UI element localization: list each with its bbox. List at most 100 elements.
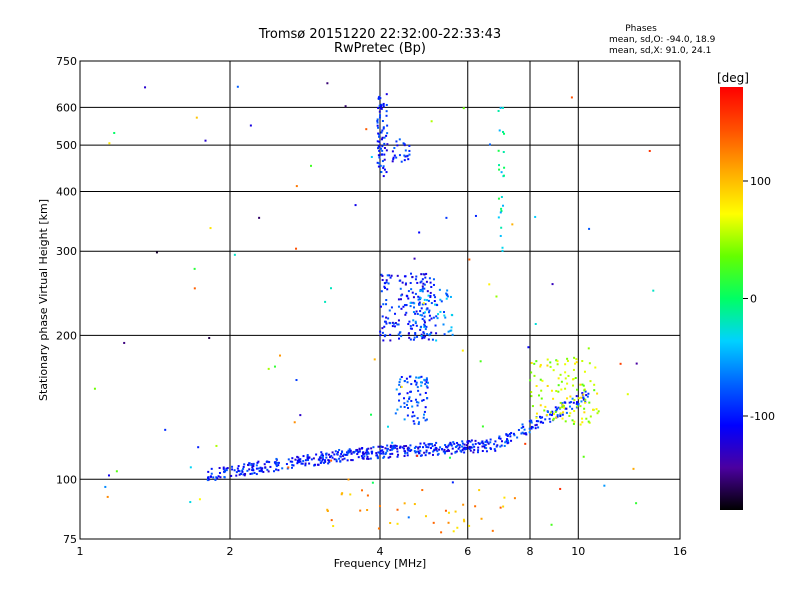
data-point [451,481,454,484]
data-point [413,336,416,339]
data-point [407,158,410,161]
data-point [412,319,415,322]
data-point [295,185,298,188]
data-point [420,333,423,336]
data-point [377,154,380,157]
data-point [489,447,492,450]
data-point [420,325,423,328]
data-point [566,359,569,362]
data-point [585,417,588,420]
data-point [416,335,419,338]
data-point [424,328,427,331]
data-point [482,442,485,445]
data-point [425,418,428,421]
data-point [242,473,245,476]
data-point [555,416,558,419]
data-point [391,150,394,153]
data-point [528,431,531,434]
data-point [439,310,442,313]
data-point [479,360,482,363]
data-point [502,505,505,508]
data-point [231,465,234,468]
data-point [323,461,326,464]
data-point [513,434,516,437]
data-point [446,450,449,453]
data-point [302,460,305,463]
data-point [390,274,393,277]
data-point [468,448,471,451]
data-point [582,384,585,387]
data-point [408,144,411,147]
data-point [538,415,541,418]
data-point [391,160,394,163]
data-point [366,509,369,512]
data-point [557,377,560,380]
data-point [498,437,501,440]
data-point [505,440,508,443]
data-point [435,332,438,335]
colorbar-label: [deg] [717,71,749,85]
data-point [443,333,446,336]
data-point [379,449,382,452]
data-point [566,397,569,400]
data-point [419,393,422,396]
data-point [377,145,380,148]
data-point [493,443,496,446]
data-point [366,448,369,451]
data-point [382,175,385,178]
data-point [330,459,333,462]
data-point [626,393,629,396]
data-point [467,440,470,443]
data-point [415,275,418,278]
data-point [430,302,433,305]
data-point [326,508,329,511]
data-point [251,468,254,471]
data-point [561,417,564,420]
data-point [498,129,501,132]
data-point [423,298,426,301]
data-point [412,420,415,423]
data-point [409,390,412,393]
data-point [382,102,385,105]
data-point [552,417,555,420]
data-point [155,251,158,254]
data-point [394,322,397,325]
data-point [291,457,294,460]
data-point [381,279,384,282]
data-point [407,516,410,519]
data-point [428,314,431,317]
data-point [296,462,299,465]
data-point [454,446,457,449]
data-point [336,452,339,455]
data-point [212,476,215,479]
data-point [250,464,253,467]
data-point [382,451,385,454]
data-point [350,459,353,462]
data-point [293,421,296,424]
data-point [349,450,352,453]
data-point [263,463,266,466]
data-point [376,457,379,460]
data-point [328,461,331,464]
data-point [438,448,441,451]
data-point [268,461,271,464]
data-point [331,451,334,454]
data-point [414,380,417,383]
data-point [429,447,432,450]
data-point [474,505,477,508]
chart-subtitle: RwPretec (Bp) [334,41,426,56]
data-point [376,161,379,164]
data-point [369,457,372,460]
data-point [474,439,477,442]
data-point [385,149,388,152]
data-point [539,416,542,419]
colorbar-tick-label: 100 [750,175,771,188]
data-point [568,414,571,417]
data-point [418,376,421,379]
data-point [398,154,401,157]
data-point [535,420,538,423]
data-point [432,278,435,281]
data-point [411,415,414,418]
data-point [425,451,428,454]
data-point [291,463,294,466]
